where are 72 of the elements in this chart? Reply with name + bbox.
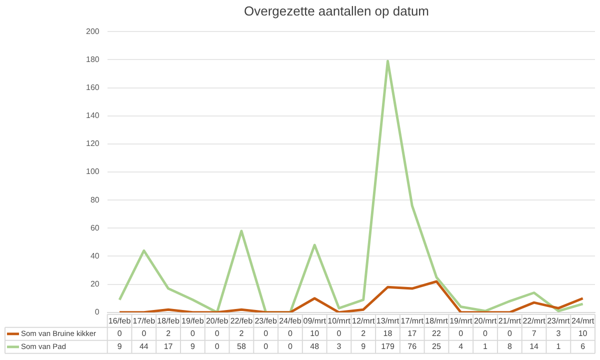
data-label: 0 bbox=[264, 342, 269, 352]
data-label: 0 bbox=[458, 329, 464, 338]
data-label: 17 bbox=[408, 329, 418, 338]
data-label: 0 bbox=[483, 329, 488, 338]
data-label: 18 bbox=[383, 329, 393, 338]
data-label: 3 bbox=[336, 342, 342, 352]
data-label: 1 bbox=[483, 342, 488, 352]
data-label: 10 bbox=[578, 329, 588, 338]
data-label: 44 bbox=[139, 342, 149, 352]
data-label: 76 bbox=[408, 342, 418, 352]
data-label: 0 bbox=[190, 329, 196, 338]
x-tick-label: 18/feb bbox=[157, 316, 180, 326]
x-tick-label: 23/mrt bbox=[547, 316, 571, 326]
data-label: 8 bbox=[507, 342, 512, 352]
data-label: 0 bbox=[142, 329, 147, 338]
data-label: 0 bbox=[288, 329, 293, 338]
chart-title: Overgezette aantallen op datum bbox=[244, 3, 430, 18]
x-tick-label: 20/mrt bbox=[474, 316, 498, 326]
x-tick-label: 17/mrt bbox=[400, 316, 424, 326]
data-label: 2 bbox=[166, 329, 172, 338]
data-label: 58 bbox=[237, 342, 246, 352]
x-tick-label: 10/mrt bbox=[328, 316, 352, 326]
x-tick-label: 23/feb bbox=[254, 316, 278, 326]
y-tick-label: 200 bbox=[86, 26, 100, 36]
data-label: 2 bbox=[239, 329, 244, 338]
x-tick-label: 19/feb bbox=[182, 316, 204, 326]
x-tick-label: 18/mrt bbox=[425, 316, 449, 326]
data-label: 9 bbox=[361, 342, 366, 352]
y-tick-label: 180 bbox=[86, 54, 100, 64]
data-label: 0 bbox=[117, 329, 122, 338]
data-label: 0 bbox=[264, 329, 269, 338]
x-tick-label: 22/feb bbox=[230, 316, 254, 326]
data-label: 0 bbox=[214, 342, 220, 352]
data-label: 22 bbox=[432, 329, 442, 338]
y-tick-label: 140 bbox=[86, 111, 100, 120]
y-tick-label: 60 bbox=[90, 223, 100, 232]
y-tick-label: 80 bbox=[90, 195, 100, 204]
y-tick-label: 20 bbox=[90, 280, 100, 289]
data-label: 6 bbox=[580, 342, 586, 352]
data-label: 0 bbox=[288, 342, 293, 352]
y-tick-label: 100 bbox=[86, 167, 100, 176]
data-label: 0 bbox=[214, 329, 220, 338]
x-tick-label: 09/mrt bbox=[303, 316, 327, 326]
x-tick-label: 24/mrt bbox=[571, 316, 595, 326]
data-label: 3 bbox=[556, 329, 562, 338]
x-tick-label: 20/feb bbox=[206, 316, 229, 326]
x-tick-label: 12/mrt bbox=[352, 316, 376, 326]
y-tick-label: 40 bbox=[90, 251, 100, 260]
data-label: 4 bbox=[458, 342, 464, 352]
y-tick-label: 120 bbox=[86, 139, 100, 148]
data-label: 17 bbox=[164, 342, 174, 352]
data-label: 1 bbox=[556, 342, 562, 352]
data-label: 179 bbox=[381, 342, 395, 352]
data-label: 9 bbox=[117, 342, 122, 352]
x-tick-label: 24/feb bbox=[279, 316, 302, 326]
data-label: 25 bbox=[432, 342, 442, 352]
x-tick-label: 17/feb bbox=[132, 316, 156, 326]
x-tick-label: 13/mrt bbox=[376, 316, 400, 326]
data-label: 0 bbox=[507, 329, 512, 338]
y-tick-label: 160 bbox=[86, 82, 100, 92]
x-tick-label: 22/mrt bbox=[522, 316, 546, 326]
data-label: 0 bbox=[336, 329, 342, 338]
data-label: 10 bbox=[310, 329, 320, 338]
data-label: 7 bbox=[532, 329, 537, 338]
y-tick-label: 0 bbox=[94, 308, 100, 317]
data-label: 9 bbox=[190, 342, 196, 352]
data-label: 14 bbox=[530, 342, 540, 352]
data-label: 2 bbox=[361, 329, 366, 338]
x-tick-label: 21/mrt bbox=[498, 316, 522, 326]
x-tick-label: 16/feb bbox=[108, 316, 132, 326]
x-tick-label: 19/mrt bbox=[450, 316, 474, 326]
data-label: 48 bbox=[310, 342, 320, 352]
